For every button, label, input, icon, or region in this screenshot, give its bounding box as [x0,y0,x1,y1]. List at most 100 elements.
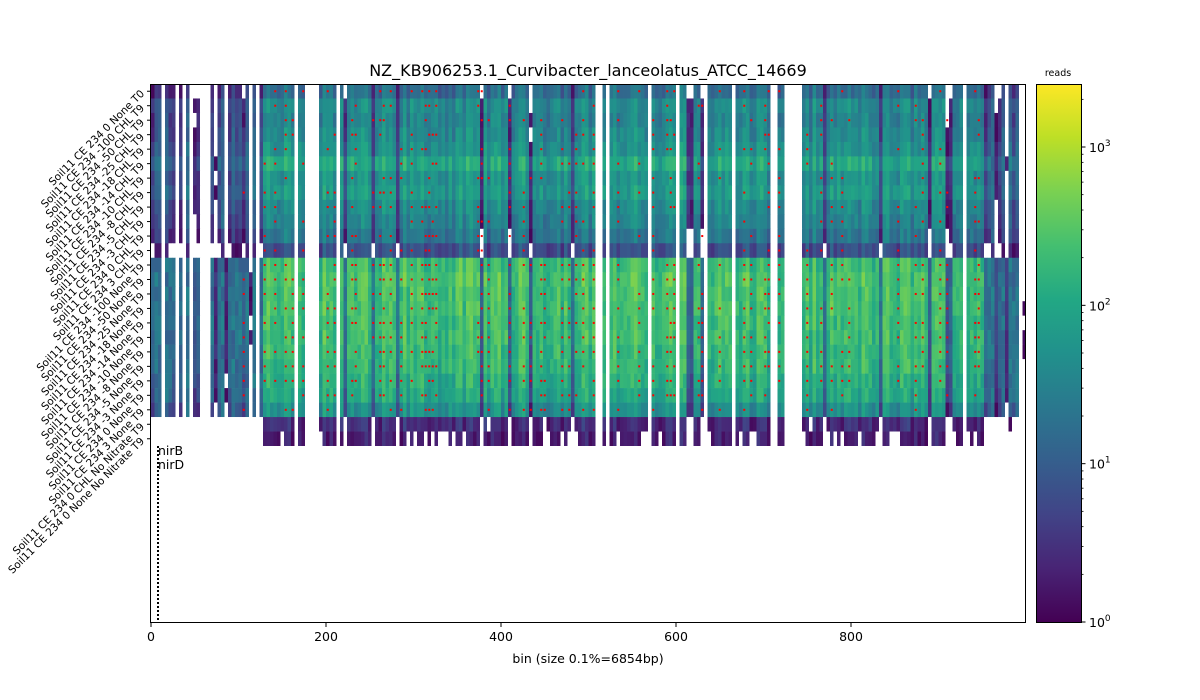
heatmap-cell [249,156,253,172]
heatmap-cell [627,127,631,143]
heatmap-cell [196,199,201,215]
heatmap-cell [511,127,516,143]
heatmap-cell [966,170,971,186]
heatmap-cell [189,272,194,288]
heatmap-cell [823,98,827,114]
heatmap-cell [805,112,810,128]
heatmap-cell [837,214,841,230]
heatmap-cell [781,330,785,345]
heatmap-cell [889,156,894,172]
heatmap-cell [357,272,362,288]
heatmap-cell [648,243,652,259]
heatmap-cell [378,156,383,172]
heatmap-cell [732,330,736,345]
heatmap-cell [648,98,652,114]
heatmap-cell [952,243,957,259]
heatmap-cell [347,98,351,114]
heatmap-cell [781,272,785,288]
heatmap-cell [651,214,656,230]
heatmap-cell [179,141,183,157]
heatmap-cell [455,344,460,360]
heatmap-cell [966,301,971,316]
heatmap-cell [1012,301,1016,316]
heatmap-cell [469,243,474,259]
heatmap-cell [679,98,684,114]
heatmap-cell [791,228,796,244]
heatmap-cell [357,112,362,128]
heatmap-cell [382,84,386,99]
heatmap-cell [371,84,376,99]
heatmap-cell [417,98,421,114]
heatmap-cell [865,199,869,215]
heatmap-cell [627,359,631,374]
heatmap-cell [956,359,960,374]
heatmap-cell [994,127,999,143]
heatmap-cell [399,214,404,230]
heatmap-cell [879,286,883,302]
heatmap-cell [725,112,729,128]
heatmap-cell [455,330,460,345]
heatmap-cell [872,315,876,331]
heatmap-cell [658,170,663,186]
heatmap-cell [620,214,624,230]
heatmap-cell [613,214,617,230]
heatmap-cell [427,315,432,331]
heatmap-cell [259,344,264,360]
heatmap-cell [760,301,764,316]
heatmap-cell [749,185,754,201]
heatmap-cell [935,199,939,215]
heatmap-cell [448,243,453,259]
heatmap-cell [872,170,876,186]
heatmap-cell [515,272,519,288]
heatmap-cell [868,127,873,143]
heatmap-cell [588,243,593,259]
heatmap-cell [949,170,953,186]
heatmap-cell [361,257,365,273]
heatmap-cell [588,156,593,172]
heatmap-cell [417,286,421,302]
heatmap-cell [245,257,250,273]
heatmap-cell [578,359,582,374]
heatmap-cell [938,228,943,244]
heatmap-cell [427,112,432,128]
heatmap-cell [987,214,992,230]
heatmap-cell [161,286,166,302]
heatmap-cell [1015,315,1020,331]
heatmap-cell [315,214,320,230]
heatmap-cell [952,301,957,316]
heatmap-cell [203,156,208,172]
heatmap-cell [585,214,589,230]
heatmap-cell [882,214,887,230]
heatmap-cell [802,199,806,215]
heatmap-cell [707,243,712,259]
heatmap-cell [861,170,866,186]
heatmap-cell [571,170,575,186]
heatmap-cell [445,214,449,230]
heatmap-cell [585,315,589,331]
heatmap-cell [217,185,222,201]
heatmap-cell [322,156,327,172]
heatmap-cell [998,214,1002,230]
heatmap-cell [746,228,750,244]
heatmap-cell [270,359,274,374]
heatmap-cell [746,315,750,331]
heatmap-cell [872,272,876,288]
heatmap-cell [585,228,589,244]
heatmap-cell [854,112,859,128]
heatmap-cell [774,243,778,259]
heatmap-cell [368,315,372,331]
heatmap-cell [914,243,918,259]
heatmap-cell [462,170,467,186]
heatmap-cell [445,344,449,360]
heatmap-cell [196,127,201,143]
heatmap-cell [266,344,271,360]
heatmap-cell [868,243,873,259]
heatmap-cell [455,286,460,302]
heatmap-cell [490,84,495,99]
heatmap-cell [518,98,523,114]
heatmap-cell [791,156,796,172]
heatmap-cell [900,344,904,360]
heatmap-cell [630,344,635,360]
heatmap-cell [791,141,796,157]
heatmap-cell [931,315,936,331]
